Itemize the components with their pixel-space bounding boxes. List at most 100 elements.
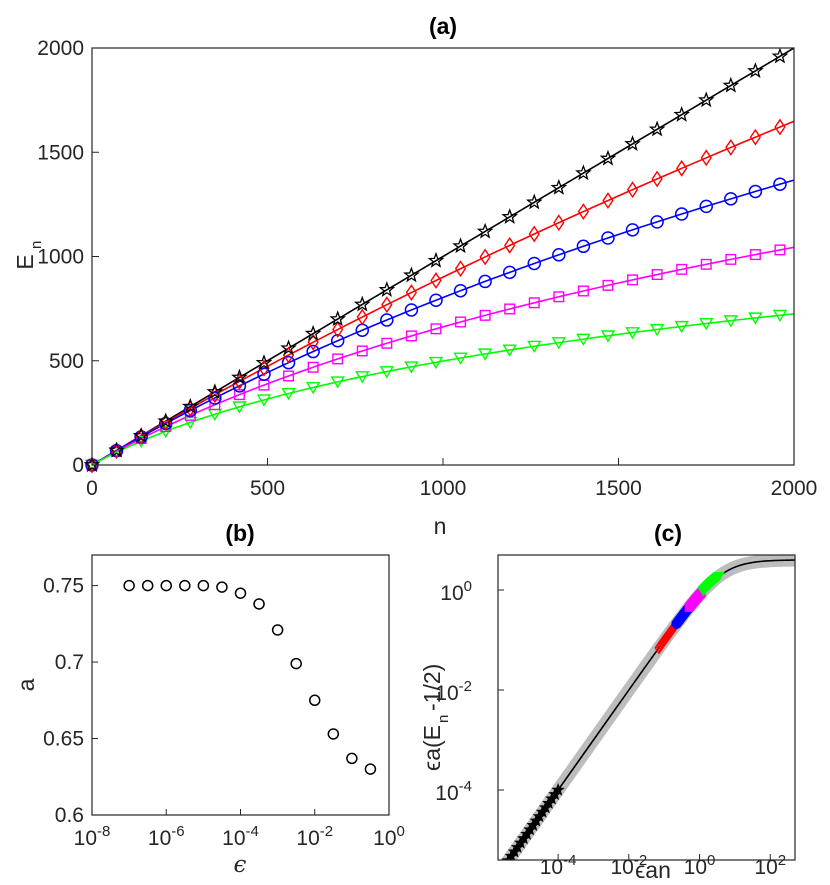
panel-a-marker-red xyxy=(774,118,786,136)
panel-a-marker-magenta xyxy=(381,337,393,349)
panel-b-ylabel: a xyxy=(13,678,39,691)
panel-a-marker-red xyxy=(676,159,688,177)
panel-a-marker-black xyxy=(427,251,445,268)
panel-a-marker-magenta xyxy=(725,253,737,265)
panel-a-marker-green xyxy=(281,387,296,401)
panel-c-title: (c) xyxy=(654,520,682,546)
panel-a-marker-green xyxy=(305,382,321,395)
panel-b-point xyxy=(160,579,172,592)
panel-c-ylabel-sub: n xyxy=(435,715,452,723)
panel-a-marker-red xyxy=(749,128,762,146)
panel-b-point xyxy=(253,598,265,610)
panel-a-marker-red xyxy=(553,214,565,232)
panel-a-marker-black xyxy=(378,281,396,297)
panel-a-marker-black xyxy=(353,295,371,312)
panel-a-marker-magenta xyxy=(676,263,688,275)
panel-a-marker-black xyxy=(452,237,469,254)
panel-b-xtick-label: 10-4 xyxy=(222,823,259,850)
panel-a-marker-green xyxy=(723,315,739,328)
panel-b: (b) 10-8 10-6 10-4 10-2 1000.60.650.70.75 ϵ … xyxy=(13,520,405,878)
panel-a-marker-blue xyxy=(650,215,664,229)
panel-a-marker-blue xyxy=(699,199,713,214)
panel-a-marker-red xyxy=(307,333,319,351)
panel-a-xlabel: n xyxy=(434,513,447,539)
panel-a-marker-green xyxy=(551,337,567,350)
panel-a-marker-red xyxy=(626,181,639,199)
panel-a-marker-red xyxy=(356,308,368,326)
panel-a-ytick-label: 1500 xyxy=(37,141,84,164)
panel-a-marker-blue xyxy=(674,207,689,221)
panel-a-line-magenta xyxy=(91,246,795,466)
panel-b-point xyxy=(179,579,191,592)
panel-a-marker-black xyxy=(501,208,519,224)
panel-a-marker-green xyxy=(625,327,640,340)
panel-a-marker-magenta xyxy=(651,269,663,281)
panel-a-marker-black xyxy=(403,266,420,283)
panel-a-marker-magenta xyxy=(774,244,786,256)
panel-c-xtick-label: 100 xyxy=(684,852,716,879)
panel-c-ylabel: ϵa(E n -1/2) xyxy=(419,664,452,771)
panel-c-curve xyxy=(507,559,795,860)
panel-c-axes-box xyxy=(497,554,796,861)
panel-a-marker-magenta xyxy=(577,285,589,297)
panel-a-xtick-label: 0 xyxy=(86,477,98,500)
panel-a-marker-red xyxy=(405,284,418,302)
panel-b-point xyxy=(123,579,135,592)
panel-b-xlabel: ϵ xyxy=(234,852,247,878)
panel-a-marker-green xyxy=(453,352,468,365)
panel-b-point xyxy=(234,587,247,599)
panel-a-marker-black xyxy=(231,368,248,385)
panel-a: (a) 0 500 1000 1500 2000 0 500 1000 1500 2000 n E… xyxy=(12,13,817,539)
panel-a-marker-blue xyxy=(429,293,443,307)
panel-a-ytick-label: 0 xyxy=(72,454,84,477)
panel-a-marker-black xyxy=(255,354,273,370)
panel-a-marker-blue xyxy=(576,239,591,254)
panel-a-marker-green xyxy=(748,312,763,325)
panel-a-ylabel-main: E xyxy=(12,254,38,269)
panel-a-marker-green xyxy=(649,323,665,337)
panel-a-marker-red xyxy=(184,399,196,417)
panel-a-line-green xyxy=(91,312,795,466)
panel-a-marker-black xyxy=(181,397,199,414)
panel-a-marker-black xyxy=(550,178,568,195)
panel-c-xlabel: ϵan xyxy=(635,857,671,883)
panel-a-marker-black xyxy=(722,76,740,93)
panel-a-marker-black xyxy=(206,383,224,400)
panel-b-axes-box xyxy=(91,554,390,816)
panel-b-point xyxy=(216,581,228,593)
panel-b-xtick-label: 100 xyxy=(373,823,405,850)
panel-a-marker-red xyxy=(160,413,172,431)
panel-c: (c) 10-4 10-2 100 102 10-4 10-2 100 ϵan ϵa(E n… xyxy=(419,520,796,883)
panel-a-marker-black xyxy=(575,164,592,181)
panel-c-marker-black xyxy=(504,857,506,860)
panel-a-marker-green xyxy=(600,330,616,343)
panel-a-marker-magenta xyxy=(700,258,712,270)
panel-a-marker-blue xyxy=(552,248,566,262)
panel-a-marker-blue xyxy=(601,231,615,245)
panel-b-point xyxy=(309,694,321,707)
panel-a-marker-green xyxy=(674,320,689,334)
panel-a-marker-magenta xyxy=(209,399,221,411)
panel-a-marker-black xyxy=(476,222,494,239)
panel-a-marker-green xyxy=(404,361,419,374)
panel-a-title: (a) xyxy=(429,13,457,39)
panel-a-marker-green xyxy=(502,344,517,357)
panel-b-ytick-label: 0.65 xyxy=(43,728,84,751)
panel-c-ytick-label: 10-2 xyxy=(435,678,472,705)
panel-b-ytick-label: 0.75 xyxy=(43,575,84,598)
panel-a-marker-green xyxy=(576,333,591,346)
panel-a-marker-blue xyxy=(330,333,345,348)
panel-a-marker-magenta xyxy=(430,323,442,335)
panel-a-xtick-label: 500 xyxy=(250,477,285,500)
panel-a-marker-green xyxy=(183,416,198,430)
panel-a-marker-green xyxy=(355,371,370,384)
panel-c-plot-area xyxy=(500,555,795,860)
panel-b-ytick-label: 0.6 xyxy=(55,804,84,827)
panel-a-xtick-label: 1500 xyxy=(595,477,642,500)
panel-a-marker-green xyxy=(699,318,714,331)
panel-c-gray-band xyxy=(500,555,795,860)
panel-a-marker-green xyxy=(330,376,345,389)
panel-a-xtick-label: 1000 xyxy=(420,477,467,500)
panel-a-marker-red xyxy=(528,225,540,243)
panel-a-marker-red xyxy=(651,170,663,188)
